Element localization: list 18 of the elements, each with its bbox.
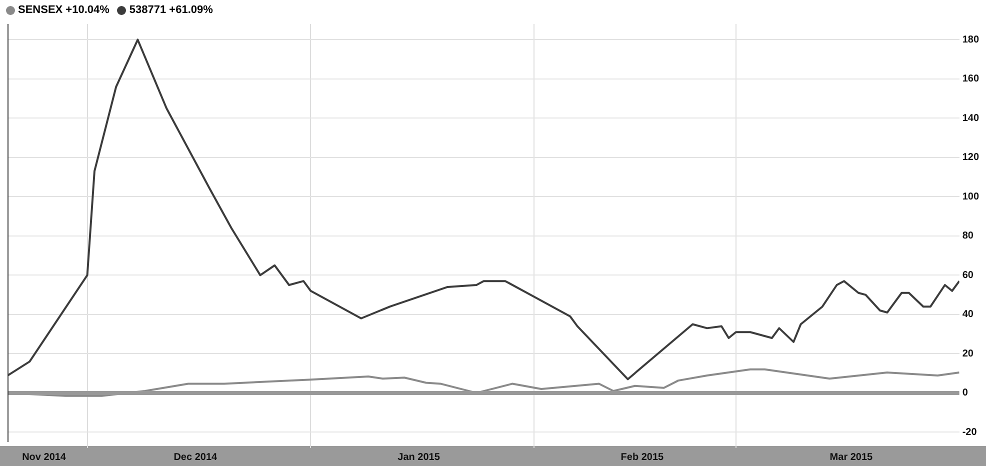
x-tick-label: Nov 2014 xyxy=(22,452,66,463)
y-tick-label: 60 xyxy=(962,270,974,281)
y-tick-label: 100 xyxy=(962,191,980,202)
legend-label: 538771 +61.09% xyxy=(129,4,213,16)
y-tick-label: -20 xyxy=(962,426,978,438)
y-tick-label: 160 xyxy=(962,74,980,85)
x-tick-label: Feb 2015 xyxy=(620,452,664,463)
y-tick-label: 120 xyxy=(962,152,980,164)
x-tick-label: Dec 2014 xyxy=(174,452,218,463)
x-tick-label: Jan 2015 xyxy=(398,452,440,463)
y-tick-label: 180 xyxy=(962,34,980,46)
y-tick-label: 0 xyxy=(962,388,968,399)
y-tick-label: 140 xyxy=(962,112,980,124)
y-tick-label: 20 xyxy=(962,348,974,360)
y-tick-label: 40 xyxy=(962,309,974,320)
y-tick-label: 80 xyxy=(962,230,974,242)
legend-label: SENSEX +10.04% xyxy=(18,4,110,16)
x-tick-label: Mar 2015 xyxy=(830,452,874,463)
